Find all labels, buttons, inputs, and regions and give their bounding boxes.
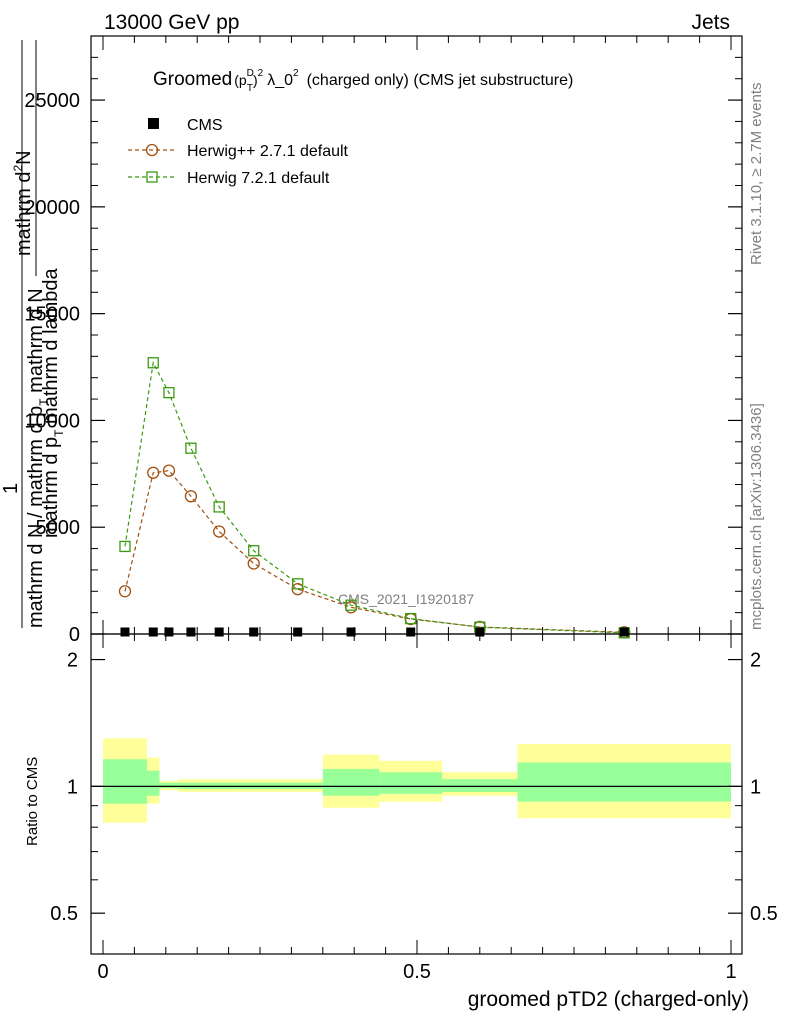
herwigpp-point — [118, 585, 132, 598]
ratio-y-tick-label: 1 — [67, 776, 78, 798]
ratio-band-green — [146, 770, 160, 796]
analysis-watermark: CMS_2021_I1920187 — [338, 591, 474, 607]
ratio-y-tick-label-right: 1 — [750, 776, 761, 798]
legend-marker-herwigpp — [145, 143, 159, 157]
plot-title: Groomed (pD T)2 λ_02 (charged only) (CMS jet… — [153, 68, 573, 94]
herwig7-point — [119, 540, 131, 553]
cms-point — [475, 627, 485, 637]
cms-point — [346, 627, 356, 637]
ratio-band-green — [159, 782, 179, 789]
header-left: 13000 GeV pp — [104, 11, 239, 34]
ratio-band-green — [103, 759, 147, 804]
y-tick-label: 5000 — [36, 517, 81, 539]
cms-point — [293, 627, 303, 637]
y-tick-label: 25000 — [24, 90, 80, 112]
y-tick-label: 20000 — [24, 197, 80, 219]
ratio-x-axis: 0 0.5 1 — [97, 634, 737, 983]
herwigpp-point — [247, 557, 260, 570]
legend-label-cms: CMS — [187, 117, 223, 134]
header-right: Jets — [691, 11, 730, 34]
x-tick-label: 0.5 — [403, 961, 431, 983]
cms-point — [619, 627, 629, 637]
herwigpp-point — [162, 464, 176, 477]
herwigpp-point — [213, 525, 226, 538]
ratio-y-axis: 0.5 0.5 1 1 2 2 — [50, 650, 778, 926]
cms-point — [164, 627, 174, 637]
svg-text:mathrm d N / mathrm d pT mathr: mathrm d N / mathrm d pT mathrm d N — [25, 288, 51, 628]
series-line-2 — [124, 360, 625, 634]
y-tick-label: 10000 — [24, 410, 80, 432]
series-line-1 — [124, 469, 625, 633]
herwig7-point — [345, 599, 357, 611]
ratio-y-tick-label-right: 2 — [750, 650, 761, 672]
main-series-group — [118, 357, 631, 639]
main-y-axis: 0 5000 10000 15000 20000 25000 — [24, 35, 742, 646]
y-tick-label: 0 — [69, 624, 80, 646]
cms-point — [120, 627, 130, 637]
cms-point — [249, 627, 259, 637]
herwig7-point — [147, 357, 159, 369]
legend-marker-cms — [148, 118, 159, 129]
side-text-mcplots: mcplots.cern.ch [arXiv:1306.3436] — [748, 403, 765, 630]
cms-point — [214, 627, 224, 637]
herwigpp-point — [147, 466, 160, 479]
main-y-axis-label: mathrm d2N mathrm d pT mathrm d lambda 1… — [0, 40, 66, 628]
legend-label-herwigpp: Herwig++ 2.7.1 default — [187, 143, 349, 160]
cms-point — [186, 627, 196, 637]
ratio-band-green — [517, 762, 731, 802]
herwig7-point — [292, 578, 304, 590]
x-axis-label: groomed pTD2 (charged-only) — [468, 988, 749, 1011]
herwig7-point — [405, 612, 417, 625]
svg-text:mathrm d2N: mathrm d2N — [11, 150, 35, 256]
legend: CMS Herwig++ 2.7.1 default Herwig 7.2.1 … — [128, 117, 349, 187]
cms-point — [406, 627, 416, 637]
ratio-y-tick-label: 0.5 — [50, 903, 78, 925]
legend-marker-herwig7 — [146, 171, 158, 183]
svg-text:1: 1 — [0, 483, 22, 494]
ratio-y-tick-label: 2 — [67, 650, 78, 672]
ratio-band-green — [379, 772, 443, 794]
cms-point — [148, 627, 158, 637]
herwig7-point — [185, 442, 197, 454]
svg-text:Groomed(pDT)2λ_02(charged only: Groomed (pD T)2 λ_02 (charged only) (CMS jet… — [153, 68, 573, 94]
ratio-y-tick-label-right: 0.5 — [750, 903, 778, 925]
y-tick-label: 15000 — [24, 304, 80, 326]
ratio-y-axis-label: Ratio to CMS — [24, 757, 41, 846]
svg-text:mathrm d pT mathrm d lambda: mathrm d pT mathrm d lambda — [40, 267, 66, 538]
ratio-bands — [103, 738, 731, 823]
legend-label-herwig7: Herwig 7.2.1 default — [187, 170, 330, 187]
side-text-rivet: Rivet 3.1.10, ≥ 2.7M events — [748, 83, 765, 266]
x-tick-label: 0 — [97, 961, 108, 983]
ratio-band-green — [442, 779, 518, 792]
herwig7-point — [163, 387, 175, 399]
herwig7-point — [213, 501, 225, 513]
ratio-band-green — [322, 768, 380, 796]
x-tick-label: 1 — [725, 961, 736, 983]
herwig7-point — [248, 545, 260, 557]
herwigpp-point — [184, 490, 198, 503]
